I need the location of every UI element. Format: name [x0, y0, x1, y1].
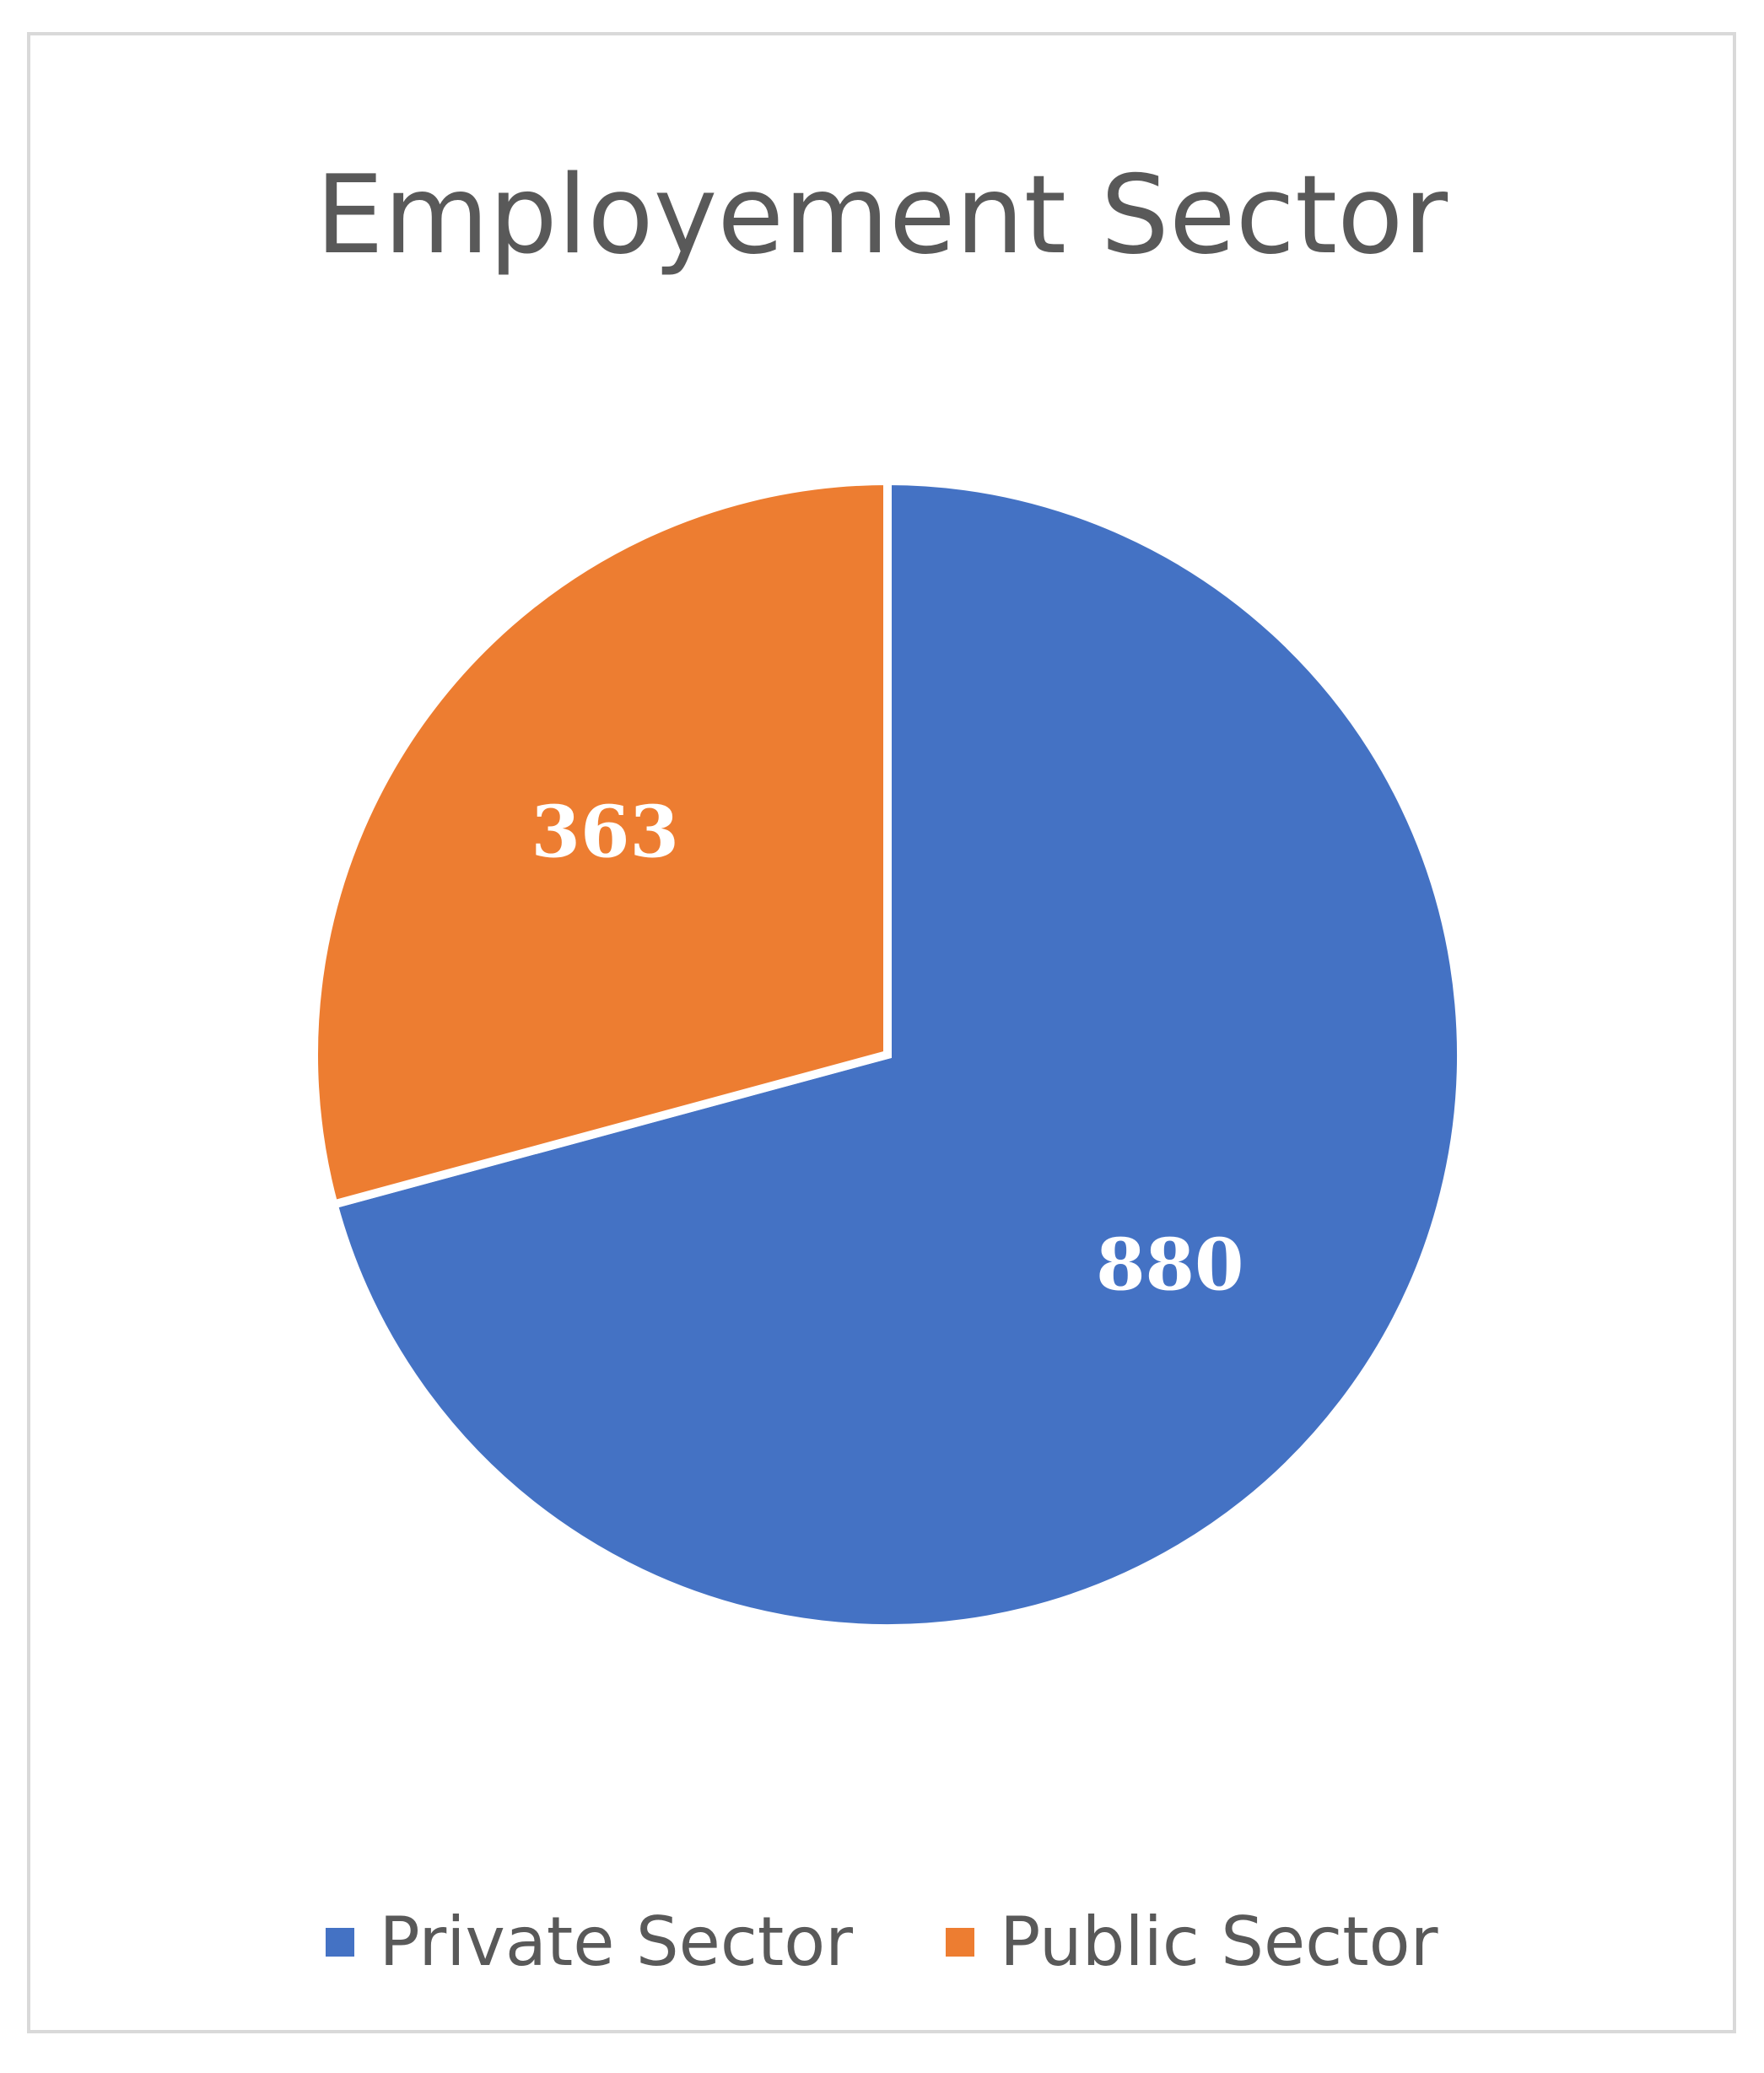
legend: Private Sector Public Sector: [30, 1908, 1733, 1976]
data-label-public-sector: 363: [531, 791, 679, 874]
legend-label-public-sector: Public Sector: [1000, 1903, 1438, 1981]
chart-title: Employement Sector: [315, 153, 1448, 278]
legend-item-private-sector: Private Sector: [325, 1903, 854, 1981]
legend-item-public-sector: Public Sector: [946, 1908, 1438, 1976]
legend-label-private-sector: Private Sector: [379, 1903, 854, 1981]
data-label-private-sector: 880: [1096, 1223, 1243, 1306]
pie-slice-public-sector: [310, 476, 892, 1210]
pie-slice-private-sector: [328, 476, 1465, 1633]
legend-swatch-public-sector: [946, 1928, 975, 1957]
legend-swatch-private-sector: [325, 1928, 354, 1957]
pie-data-labels: 880 363: [531, 791, 1244, 1307]
pie-slices: [310, 476, 1465, 1633]
